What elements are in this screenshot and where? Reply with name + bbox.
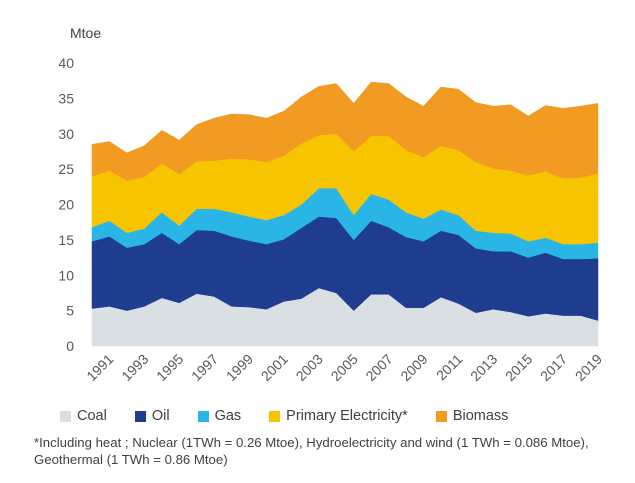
x-tick-label: 2011 bbox=[433, 351, 466, 384]
legend: Coal Oil Gas Primary Electricity* Biomas… bbox=[60, 408, 630, 424]
legend-item-primary-electricity: Primary Electricity* bbox=[269, 408, 408, 424]
y-tick-label: 35 bbox=[58, 90, 74, 106]
legend-item-biomass: Biomass bbox=[435, 408, 509, 424]
legend-item-oil: Oil bbox=[134, 408, 170, 424]
legend-swatch-coal bbox=[60, 410, 71, 422]
legend-swatch-biomass bbox=[435, 410, 447, 422]
y-tick-label: 10 bbox=[58, 267, 74, 283]
legend-swatch-oil bbox=[134, 410, 146, 422]
y-tick-label: 20 bbox=[58, 197, 74, 213]
x-tick-label: 1991 bbox=[83, 351, 116, 384]
y-tick-label: 40 bbox=[58, 55, 74, 71]
x-tick-label: 1993 bbox=[118, 351, 151, 384]
legend-item-gas: Gas bbox=[197, 408, 242, 424]
area-biomass bbox=[91, 81, 599, 181]
y-tick-label: 5 bbox=[66, 303, 74, 319]
y-tick-label: 30 bbox=[58, 126, 74, 142]
y-axis-unit-label: Mtoe bbox=[70, 25, 101, 41]
x-tick-label: 2017 bbox=[537, 351, 570, 384]
x-tick-label: 1995 bbox=[153, 351, 186, 384]
y-tick-label: 0 bbox=[66, 338, 74, 354]
x-tick-label: 1997 bbox=[188, 351, 221, 384]
y-tick-label: 15 bbox=[58, 232, 74, 248]
x-axis-ticks: 1991 1993 1995 1997 1999 2001 2003 2005 2007 2009… bbox=[83, 351, 605, 384]
x-tick-label: 2001 bbox=[258, 351, 291, 384]
x-tick-label: 2019 bbox=[572, 351, 605, 384]
x-tick-label: 1999 bbox=[223, 351, 256, 384]
legend-item-coal: Coal bbox=[60, 408, 107, 424]
x-tick-label: 2013 bbox=[467, 351, 500, 384]
legend-label-gas: Gas bbox=[214, 408, 242, 424]
x-tick-label: 2005 bbox=[328, 351, 361, 384]
y-tick-label: 25 bbox=[58, 161, 74, 177]
x-tick-label: 2015 bbox=[502, 351, 535, 384]
y-axis-ticks: 0 5 10 15 20 25 30 35 40 bbox=[58, 55, 74, 354]
x-tick-label: 2007 bbox=[362, 351, 395, 384]
legend-label-oil: Oil bbox=[151, 408, 170, 424]
area-series-group bbox=[91, 81, 599, 347]
legend-label-biomass: Biomass bbox=[452, 408, 509, 424]
legend-label-coal: Coal bbox=[77, 408, 107, 424]
footnote: *Including heat ; Nuclear (1TWh = 0.26 M… bbox=[34, 435, 589, 467]
x-tick-label: 2009 bbox=[397, 351, 430, 384]
x-tick-label: 2003 bbox=[293, 351, 326, 384]
stacked-area-chart: Mtoe 0 5 10 15 20 25 30 35 40 1991 1993 1995 1997 19… bbox=[58, 25, 605, 384]
legend-swatch-primary-electricity bbox=[269, 410, 281, 422]
legend-label-primary-electricity: Primary Electricity* bbox=[286, 408, 408, 424]
legend-swatch-gas bbox=[197, 410, 209, 422]
